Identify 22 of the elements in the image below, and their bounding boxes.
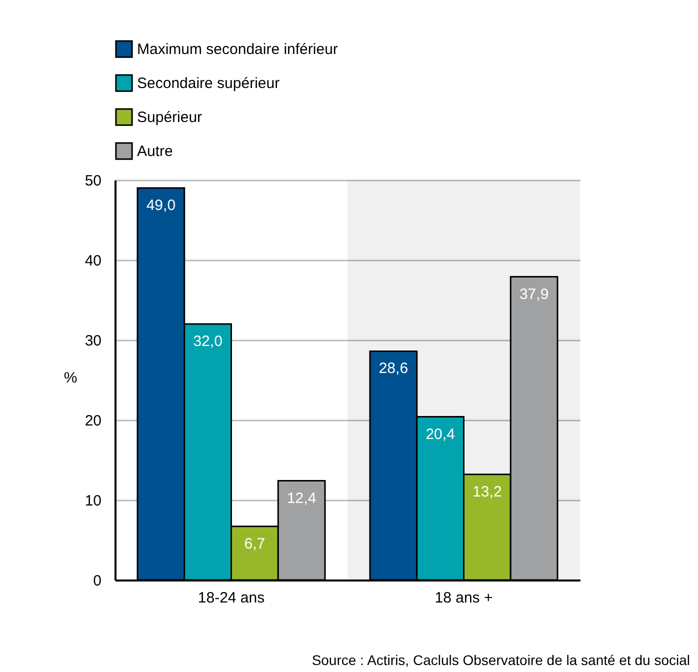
x-tick-label: 18-24 ans [198,590,265,606]
data-label: 28,6 [378,360,408,378]
data-label: 20,4 [426,426,455,443]
y-tick-label: 40 [84,252,102,270]
y-tick-label: 20 [84,412,102,430]
y-tick-label: 10 [84,492,102,510]
y-tick-label: 30 [84,332,102,350]
data-label: 6,7 [244,535,266,552]
y-tick-label: 0 [93,572,102,590]
y-axis-title: % [64,370,78,386]
data-label: 32,0 [193,333,222,350]
legend-label: Maximum secondaire inférieur [137,41,338,58]
data-label: 49,0 [146,197,176,214]
legend-label: Autre [137,143,173,160]
source-note: Source : Actiris, Cacluls Observatoire de la santé et du social [312,652,690,668]
x-tick-label: 18 ans + [434,590,493,606]
y-tick-label: 50 [84,172,102,190]
data-label: 13,2 [472,483,502,500]
data-label: 37,9 [519,286,549,303]
legend-label: Secondaire supérieur [137,75,280,92]
legend-label: Supérieur [137,109,202,126]
data-label: 12,4 [286,490,316,507]
